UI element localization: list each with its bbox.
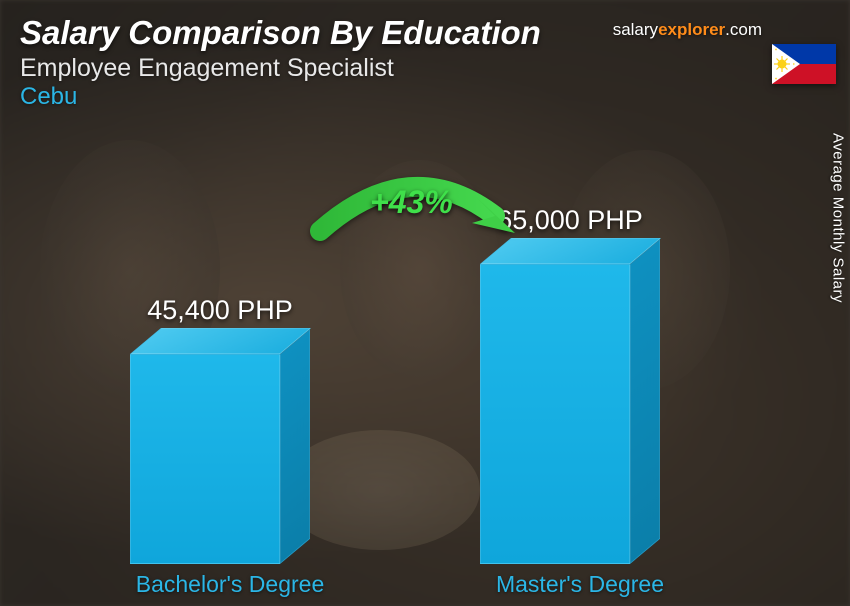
brand-part3: .com [725, 20, 762, 39]
brand-watermark: salaryexplorer.com [613, 20, 762, 40]
flag-philippines-icon [772, 44, 836, 84]
bar-label-bachelors: Bachelor's Degree [100, 571, 360, 598]
bar-chart: +43% 45,400 PHP 65,000 PHP Bachelor's De… [0, 146, 850, 606]
brand-part1: salary [613, 20, 658, 39]
percent-change-label: +43% [370, 184, 453, 221]
job-title: Employee Engagement Specialist [20, 54, 830, 83]
bar-value-bachelors: 45,400 PHP [90, 295, 350, 326]
bar-label-masters: Master's Degree [450, 571, 710, 598]
brand-part2: explorer [658, 20, 725, 39]
location-label: Cebu [20, 83, 830, 111]
infographic-container: Salary Comparison By Education Employee … [0, 0, 850, 606]
